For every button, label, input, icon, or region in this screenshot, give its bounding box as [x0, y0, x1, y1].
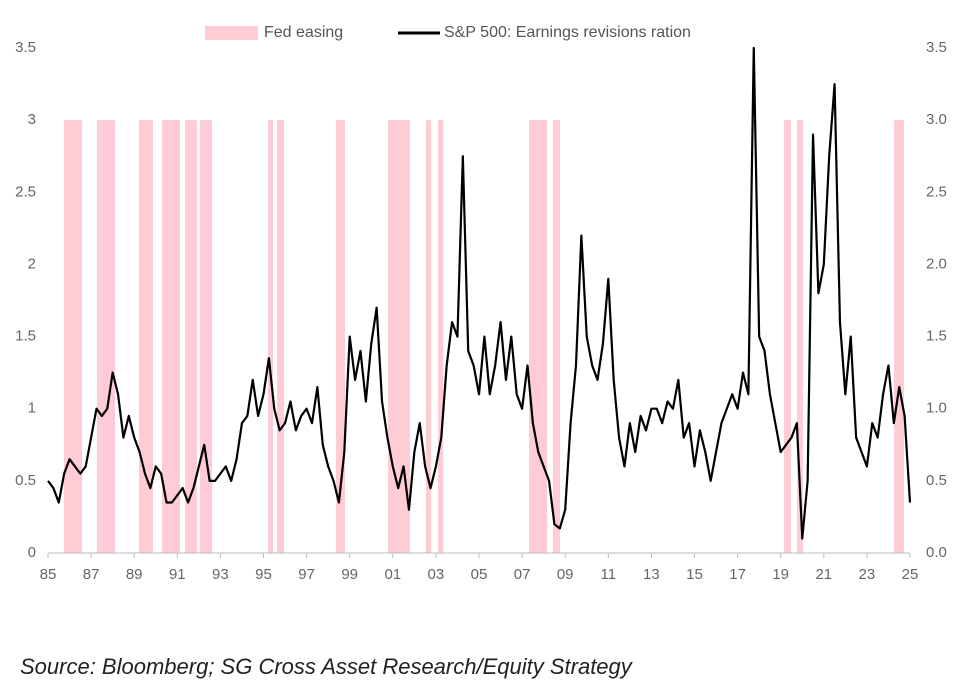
y-tick-label: 0.5: [15, 472, 36, 489]
y2-tick-label: 0.0: [926, 544, 947, 561]
x-tick-label: 95: [255, 566, 272, 583]
y-tick-label: 2: [28, 255, 36, 272]
x-tick-label: 19: [772, 566, 789, 583]
x-tick-label: 23: [859, 566, 876, 583]
x-tick-label: 09: [557, 566, 574, 583]
y-tick-label: 1: [28, 400, 36, 417]
x-tick-label: 07: [514, 566, 531, 583]
y2-tick-label: 2.5: [926, 183, 947, 200]
easing-band: [185, 120, 197, 554]
y2-tick-label: 2.0: [926, 255, 947, 272]
x-tick-label: 87: [83, 566, 100, 583]
series-line: [47, 46, 912, 540]
easing-band: [783, 120, 792, 554]
easing-band: [894, 120, 904, 554]
x-tick-label: 01: [384, 566, 401, 583]
easing-band: [161, 120, 181, 554]
x-tick-label: 17: [729, 566, 746, 583]
x-tick-label: 13: [643, 566, 660, 583]
x-tick-label: 11: [601, 566, 617, 583]
x-tick-label: 99: [341, 566, 358, 583]
easing-band: [138, 120, 153, 554]
easing-band: [277, 120, 284, 554]
easing-band: [96, 120, 116, 554]
y2-tick-label: 0.5: [926, 472, 947, 489]
easing-band: [425, 120, 431, 554]
easing-band: [797, 120, 803, 554]
y2-tick-label: 3.0: [926, 111, 947, 128]
easing-band: [268, 120, 273, 554]
x-tick-label: 03: [428, 566, 445, 583]
y-tick-label: 3.5: [15, 39, 36, 56]
easing-band: [552, 120, 561, 554]
source-note: Source: Bloomberg; SG Cross Asset Resear…: [20, 654, 634, 679]
easing-band: [528, 120, 548, 554]
easing-band: [388, 120, 411, 554]
y-tick-label: 3: [28, 111, 36, 128]
easing-band: [438, 120, 444, 554]
x-tick-label: 91: [169, 566, 186, 583]
y-tick-label: 2.5: [15, 183, 36, 200]
x-tick-label: 25: [902, 566, 919, 583]
x-tick-label: 15: [686, 566, 703, 583]
y2-tick-label: 3.5: [926, 39, 947, 56]
y-tick-label: 1.5: [15, 328, 36, 345]
x-tick-label: 21: [815, 566, 832, 583]
legend-label: S&P 500: Earnings revisions ration: [444, 24, 691, 41]
x-tick-label: 89: [126, 566, 143, 583]
x-tick-label: 97: [298, 566, 315, 583]
easing-band: [335, 120, 345, 554]
x-tick-label: 85: [40, 566, 57, 583]
easing-band: [63, 120, 83, 554]
easing-band: [199, 120, 212, 554]
y2-tick-label: 1.5: [926, 328, 947, 345]
x-tick-label: 93: [212, 566, 229, 583]
legend-swatch: [205, 26, 258, 40]
x-tick-label: 05: [471, 566, 488, 583]
legend-label: Fed easing: [264, 24, 343, 41]
y-tick-label: 0: [28, 544, 36, 561]
y2-tick-label: 1.0: [926, 400, 947, 417]
